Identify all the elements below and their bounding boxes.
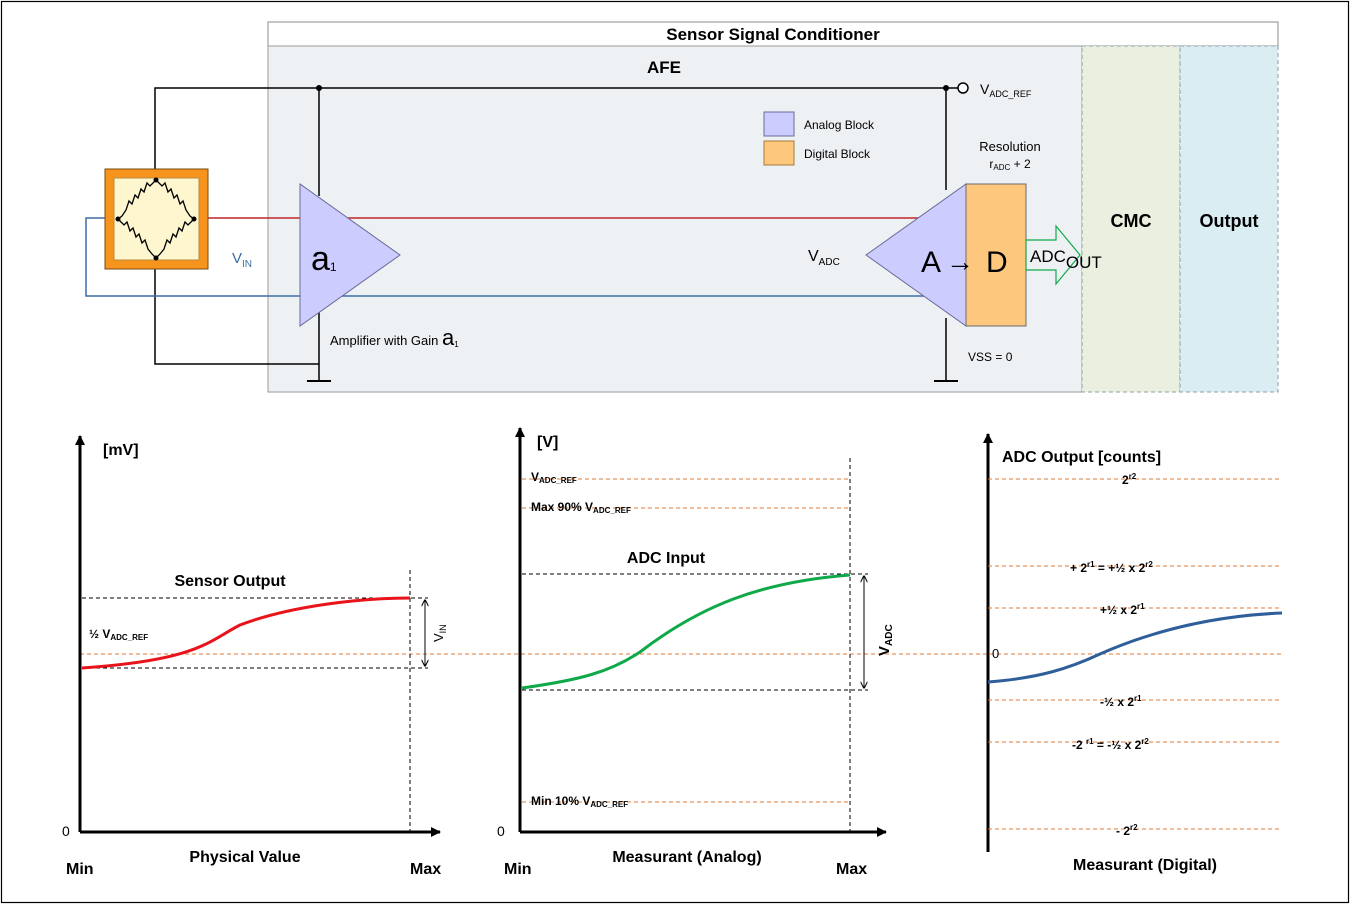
output-label: Output bbox=[1200, 211, 1259, 231]
graph2-x-max: Max bbox=[836, 861, 867, 878]
legend-analog-swatch bbox=[763, 111, 795, 137]
graph-adc-input: [V] 0 Min Max Measurant (Analog) ADC Inp… bbox=[497, 427, 895, 878]
vadc-label: VADC bbox=[808, 248, 840, 268]
graph1-y-label: [mV] bbox=[103, 442, 139, 459]
adc-output-curve bbox=[987, 611, 1283, 684]
graph1-zero: 0 bbox=[62, 823, 70, 839]
graph2-ref-label: VADC_REF bbox=[531, 470, 577, 485]
conditioner-title: Sensor Signal Conditioner bbox=[666, 25, 880, 44]
amplifier-gain-label: a1 bbox=[311, 240, 337, 278]
adc-digital-block bbox=[965, 183, 1027, 327]
supply-wires bbox=[154, 87, 958, 380]
graph2-min10-label: Min 10% VADC_REF bbox=[531, 794, 628, 809]
graph3-plushalf-label: +½ x 2r1 bbox=[1100, 602, 1145, 617]
amplifier-caption: Amplifier with Gain a1 bbox=[330, 325, 459, 350]
graph2-zero: 0 bbox=[497, 823, 505, 839]
graph1-x-title: Physical Value bbox=[189, 849, 300, 866]
adc-out-label: ADCOUT bbox=[1030, 247, 1102, 272]
graph2-y-label: [V] bbox=[537, 434, 558, 451]
sensor-bridge bbox=[104, 168, 209, 270]
graph1-x-max: Max bbox=[410, 861, 441, 878]
graph2-vadc-label: VADC bbox=[876, 624, 895, 656]
vin-negative-wire bbox=[85, 217, 930, 297]
legend-digital-swatch bbox=[763, 140, 795, 166]
graph2-x-title: Measurant (Analog) bbox=[612, 849, 761, 866]
graph2-max90-label: Max 90% VADC_REF bbox=[531, 500, 631, 515]
sensor-output-curve bbox=[81, 596, 411, 670]
sensor-inner bbox=[113, 177, 200, 261]
legend-analog-label: Analog Block bbox=[804, 118, 875, 132]
afe-label: AFE bbox=[647, 58, 681, 77]
block-diagram: Sensor Signal Conditioner AFE CMC Output… bbox=[85, 21, 1279, 393]
adc-output-arrow-icon bbox=[1025, 224, 1081, 286]
graph1-vin-label: VIN bbox=[431, 624, 448, 642]
output-block bbox=[1179, 45, 1279, 393]
graph-adc-output: ADC Output [counts] 0 Measurant (Digital… bbox=[983, 433, 1283, 874]
graph3-zero: 0 bbox=[992, 646, 999, 661]
adc-a-letter: A bbox=[921, 246, 941, 279]
graph1-half-ref-label: ½ VADC_REF bbox=[89, 627, 148, 642]
adc-input-curve bbox=[521, 573, 851, 690]
cmc-block bbox=[1081, 45, 1181, 393]
resolution-label: Resolution bbox=[979, 139, 1040, 154]
graph3-y-label: ADC Output [counts] bbox=[1002, 449, 1161, 466]
vin-label: VIN bbox=[232, 250, 252, 270]
graph2-curve-title: ADC Input bbox=[627, 550, 706, 567]
graph3-plus2r1-label: + 2r1 = +½ x 2r2 bbox=[1070, 560, 1153, 575]
graph1-x-min: Min bbox=[66, 861, 94, 878]
graph1-curve-title: Sensor Output bbox=[174, 573, 286, 590]
vss-label: VSS = 0 bbox=[968, 350, 1013, 364]
vref-terminal bbox=[957, 82, 969, 94]
junction-dot bbox=[943, 85, 949, 91]
graph3-top-label: 2r2 bbox=[1122, 472, 1137, 487]
resolution-value: rADC + 2 bbox=[989, 157, 1031, 172]
adc-d-letter: D bbox=[986, 246, 1008, 279]
graph3-minushalf-label: -½ x 2r1 bbox=[1100, 694, 1142, 709]
graph3-bottom-label: - 2r2 bbox=[1116, 823, 1138, 838]
graph3-minus2r1-label: -2 r1 = -½ x 2r2 bbox=[1072, 737, 1149, 752]
graph3-x-title: Measurant (Digital) bbox=[1073, 857, 1217, 874]
junction-dot bbox=[316, 85, 322, 91]
graph-sensor-output: [mV] 0 Min Max Physical Value Sensor Out… bbox=[62, 435, 448, 878]
amplifier-triangle bbox=[299, 183, 401, 327]
adc-arrow-icon: → bbox=[946, 246, 974, 277]
graph2-x-min: Min bbox=[504, 861, 532, 878]
legend-digital-label: Digital Block bbox=[804, 147, 871, 161]
vref-label: VADC_REF bbox=[980, 81, 1032, 99]
cmc-label: CMC bbox=[1111, 211, 1152, 231]
